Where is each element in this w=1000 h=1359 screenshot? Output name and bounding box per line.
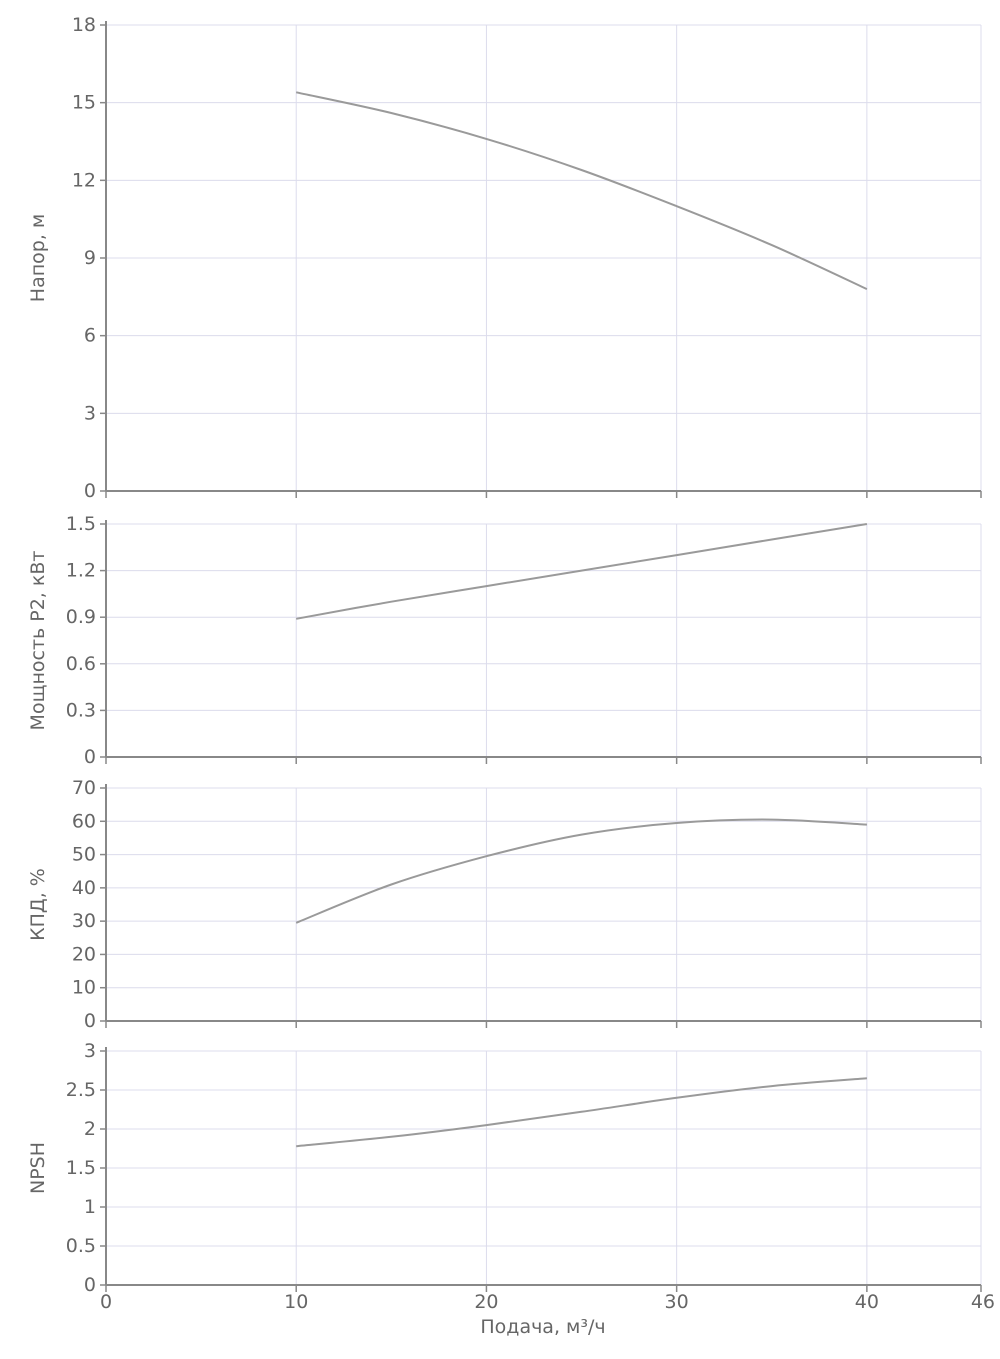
- y-tick-label: 30: [72, 910, 96, 932]
- y-tick-label: 0: [84, 746, 96, 768]
- series-line: [295, 818, 867, 924]
- y-tick-label: 40: [72, 877, 96, 899]
- y-tick-label: 1.5: [66, 1157, 96, 1179]
- y-tick-label: 3: [84, 402, 96, 424]
- y-tick-label: 0.9: [66, 606, 96, 628]
- x-tick-label: 30: [665, 1291, 689, 1313]
- y-tick-label: 0: [84, 1010, 96, 1032]
- y-tick-label: 0.6: [66, 653, 96, 675]
- x-tick-label: 0: [100, 1291, 112, 1313]
- series-line: [296, 523, 868, 620]
- y-tick-label: 50: [72, 844, 96, 866]
- y-tick-label: 0: [84, 480, 96, 502]
- y-tick-label: 12: [72, 169, 96, 191]
- x-tick-label: 20: [474, 1291, 498, 1313]
- y-tick-label: 15: [72, 92, 96, 114]
- y-tick-label: 60: [72, 810, 96, 832]
- y-tick-label: 2.5: [66, 1079, 96, 1101]
- y-tick-label: 20: [72, 943, 96, 965]
- y-tick-label: 1.5: [66, 513, 96, 535]
- y-axis-label: Мощность P2, кВт: [27, 551, 49, 731]
- y-axis-label: КПД, %: [27, 868, 49, 941]
- x-tick-label: 40: [855, 1291, 879, 1313]
- x-axis-label: Подача, м³/ч: [480, 1316, 605, 1338]
- y-tick-label: 0.3: [66, 699, 96, 721]
- y-tick-label: 0: [84, 1274, 96, 1296]
- y-tick-label: 2: [84, 1118, 96, 1140]
- y-tick-label: 10: [72, 977, 96, 999]
- y-tick-label: 18: [72, 14, 96, 36]
- y-axis-label: NPSH: [27, 1142, 49, 1194]
- y-tick-label: 3: [84, 1040, 96, 1062]
- y-tick-label: 9: [84, 247, 96, 269]
- y-tick-label: 70: [72, 777, 96, 799]
- y-tick-label: 6: [84, 325, 96, 347]
- y-tick-label: 0.5: [66, 1235, 96, 1257]
- y-tick-label: 1: [84, 1196, 96, 1218]
- x-tick-label: 10: [284, 1291, 308, 1313]
- series-line: [295, 91, 868, 291]
- y-axis-label: Напор, м: [27, 214, 49, 302]
- y-tick-label: 1.2: [66, 560, 96, 582]
- series-line: [296, 1077, 867, 1148]
- x-tick-label: 46: [971, 1291, 995, 1313]
